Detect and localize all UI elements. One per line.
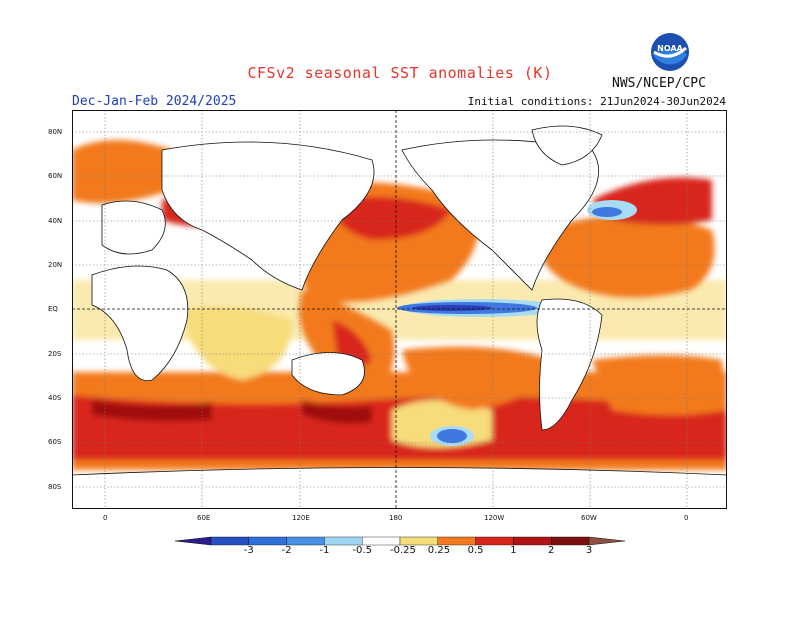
initial-conditions-label: Initial conditions: 21Jun2024-30Jun2024 — [467, 95, 726, 108]
lat-label-60n: 60N — [48, 172, 63, 180]
colorbar-cell — [324, 536, 363, 546]
lon-label-180: 180 — [389, 514, 403, 522]
colorbar-label: -2 — [281, 545, 292, 556]
colorbar-label: 2 — [548, 545, 555, 556]
lat-label-40n: 40N — [48, 217, 63, 225]
colorbar-cell — [475, 536, 514, 546]
landmasses — [72, 125, 727, 509]
colorbar-cell — [361, 536, 401, 546]
colorbar-arrow-right — [588, 536, 625, 546]
colorbar-cell — [248, 536, 287, 546]
sst-anomaly-map — [72, 110, 727, 509]
colorbar-arrow-left — [175, 536, 212, 546]
lat-label-60s: 60S — [48, 438, 62, 446]
lat-label-20s: 20S — [48, 350, 62, 358]
logo-text: NOAA — [657, 44, 683, 53]
colorbar-cell — [551, 536, 590, 546]
season-label: Dec-Jan-Feb 2024/2025 — [72, 94, 237, 109]
lat-label-80s: 80S — [48, 483, 62, 491]
lat-label-20n: 20N — [48, 261, 63, 269]
colorbar-cell — [513, 536, 552, 546]
colorbar — [175, 536, 625, 546]
colorbar-cell — [286, 536, 325, 546]
colorbar-label: -0.5 — [352, 545, 372, 556]
lat-label-80n: 80N — [48, 128, 63, 136]
lon-label-0-east: 0 — [684, 514, 689, 522]
reference-lines — [72, 110, 727, 509]
colorbar-cell — [437, 536, 476, 546]
colorbar-label: 3 — [585, 545, 593, 556]
colorbar-label: -0.25 — [390, 545, 416, 556]
colorbar-label: -1 — [319, 545, 330, 556]
colorbar-label: -3 — [243, 545, 254, 556]
colorbar-cell — [210, 536, 249, 546]
noaa-logo: NOAA — [651, 33, 689, 71]
agency-label: NWS/NCEP/CPC — [612, 76, 706, 91]
lat-label-40s: 40S — [48, 394, 62, 402]
colorbar-label: 0.25 — [427, 545, 451, 556]
lon-label-0: 0 — [103, 514, 108, 522]
lon-label-60e: 60E — [197, 514, 211, 522]
lon-label-120w: 120W — [484, 514, 505, 522]
map-gridlines — [72, 110, 727, 509]
colorbar-label: 1 — [510, 545, 517, 556]
chart-title: CFSv2 seasonal SST anomalies (K) — [247, 64, 553, 82]
lat-label-eq: EQ — [48, 305, 58, 313]
lon-label-60w: 60W — [581, 514, 597, 522]
colorbar-label: 0.5 — [467, 545, 484, 556]
lon-label-120e: 120E — [292, 514, 310, 522]
colorbar-cell — [399, 536, 438, 546]
